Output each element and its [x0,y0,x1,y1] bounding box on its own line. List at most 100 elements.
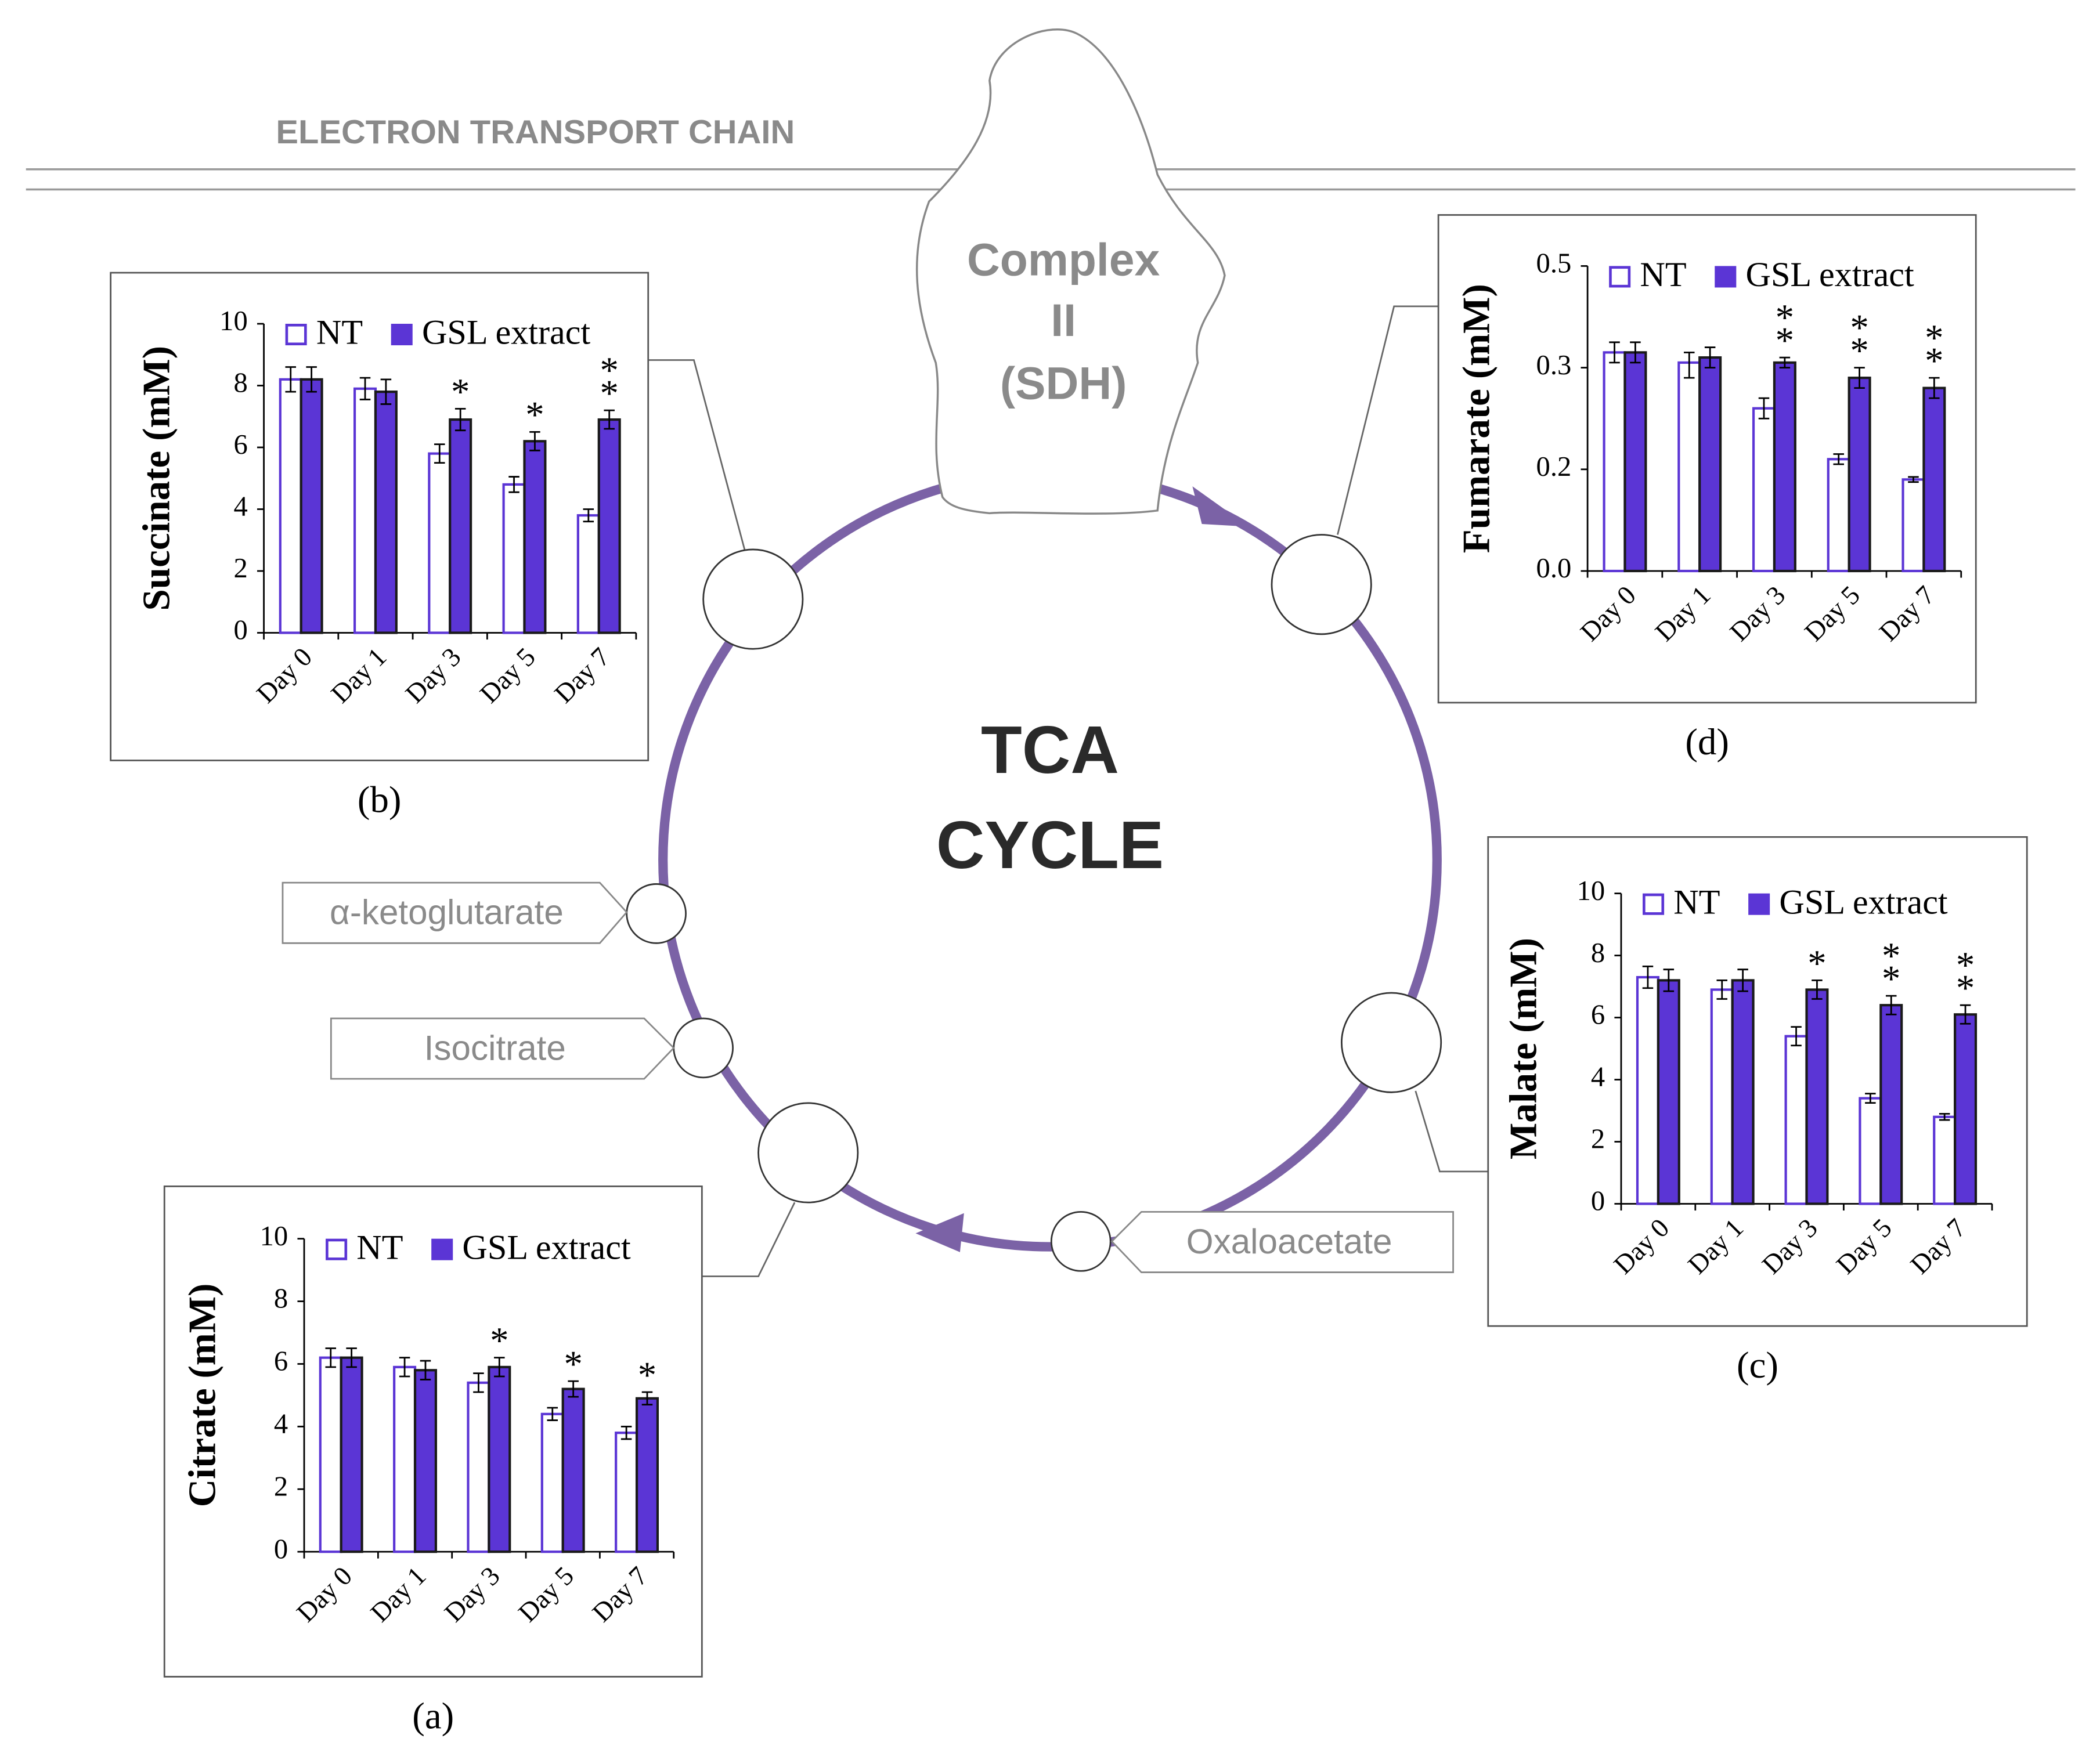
complex-label: Complex [967,234,1160,285]
bar [1922,386,1946,573]
node [1271,534,1372,635]
label-box [1110,1210,1454,1273]
complex-ii-shape [915,28,1226,515]
y-tick-label: 4 [1591,1061,1605,1093]
significance-label: * [490,1320,508,1361]
y-tick-label: 0.3 [1536,349,1572,381]
bar [319,1356,342,1553]
bar [467,1381,490,1553]
bar [1636,975,1659,1205]
legend-label: NT [1640,255,1686,294]
complex-label: (SDH) [1000,358,1127,409]
bar [428,452,452,634]
panel-caption: (d) [1685,721,1729,763]
y-tick-label: 2 [1591,1123,1605,1155]
significance-label: * * [1925,317,1943,381]
legend-label: GSL extract [1746,255,1915,294]
legend-swatch [1643,893,1665,915]
bar [488,1365,511,1553]
significance-label: * * [1776,297,1794,361]
bar [1657,979,1680,1205]
node [757,1102,859,1204]
y-tick-label: 6 [1591,999,1605,1031]
panel-frame [1487,836,2028,1327]
significance-label: * * [1956,945,1975,1009]
arrow-head [1192,486,1249,527]
y-axis-label: Malate (mM) [1501,938,1545,1159]
panel-caption: (b) [358,779,402,821]
bar [1933,1115,1957,1205]
bar [1677,361,1701,573]
label-box [282,881,628,944]
arrow-head [915,1213,964,1252]
y-tick-label: 0 [1591,1186,1605,1217]
bar [1784,1035,1808,1205]
legend-label: NT [1673,883,1720,921]
bar [1603,351,1626,573]
significance-label: * [525,394,544,436]
bar [1859,1097,1882,1205]
y-tick-label: 4 [274,1408,288,1440]
significance-label: * [1807,942,1826,984]
label-box [330,1017,675,1080]
connectors [648,305,1488,1277]
legend-label: GSL extract [462,1228,631,1267]
node [1050,1210,1112,1272]
y-tick-label: 0.2 [1536,451,1572,482]
metabolite-label: Oxaloacetate [1186,1222,1392,1261]
connector [702,1202,796,1277]
y-tick-label: 4 [233,491,247,522]
cycle-label: TCA [981,712,1119,787]
y-tick-label: 8 [274,1283,288,1314]
y-tick-label: 10 [260,1220,288,1252]
legend-label: GSL extract [1779,883,1948,921]
bar [1901,478,1925,573]
y-tick-label: 2 [233,552,247,584]
node [673,1017,734,1079]
bar [576,514,600,634]
bar [1710,988,1734,1205]
bar [1879,1004,1903,1205]
panel-caption: (c) [1737,1345,1778,1386]
y-axis-label: Succinate (mM) [135,346,178,611]
significance-label: * * [1882,935,1900,1000]
bar [502,483,526,634]
legend-label: GSL extract [422,313,591,352]
bar [1848,377,1871,573]
bar [1623,351,1647,573]
connector [1415,1090,1488,1173]
y-tick-label: 0.5 [1536,248,1572,279]
y-tick-label: 0 [233,615,247,646]
bar [597,418,621,634]
node [1341,992,1442,1093]
y-axis-label: Fumarate (mM) [1454,284,1498,553]
y-tick-label: 0 [274,1533,288,1564]
legend-label: NT [356,1228,403,1267]
legend-swatch [1715,266,1737,288]
bar [1698,356,1722,573]
bar [1954,1013,1978,1205]
y-tick-label: 10 [219,305,248,337]
connector [648,359,746,551]
metabolite-label: Isocitrate [424,1028,566,1067]
y-tick-label: 8 [1591,937,1605,968]
bar [635,1397,659,1553]
significance-label: * [451,371,470,413]
bar [279,378,302,634]
connector [1337,305,1439,535]
significance-label: * * [600,349,619,414]
bar [1827,458,1850,573]
complex-label: II [1051,295,1076,346]
cycle-label: CYCLE [936,807,1164,883]
panel-caption: (a) [412,1695,454,1737]
bar [449,418,472,634]
legend-swatch [285,323,307,346]
legend-label: NT [316,313,363,352]
bar [413,1369,438,1553]
bar [393,1365,417,1553]
legend-swatch [391,323,413,346]
